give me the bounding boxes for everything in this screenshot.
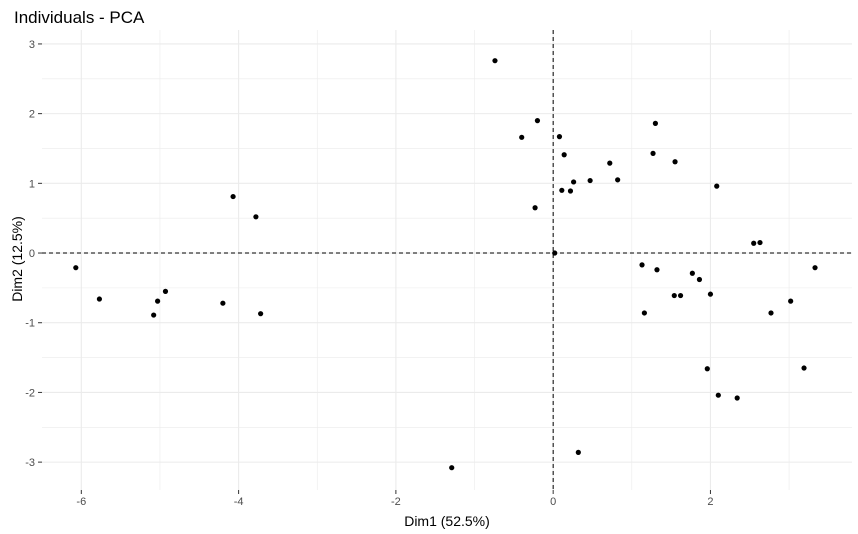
data-point	[734, 395, 740, 401]
x-tick-label: 0	[550, 496, 556, 508]
data-point	[788, 298, 794, 304]
data-point	[587, 177, 593, 184]
data-point	[561, 152, 567, 158]
data-point	[571, 179, 577, 185]
data-point	[556, 134, 563, 140]
data-point	[575, 449, 581, 455]
data-point	[449, 465, 455, 471]
data-point	[73, 265, 79, 271]
x-tick-label: 2	[707, 496, 713, 508]
grid-lines	[42, 30, 852, 490]
data-point	[258, 311, 264, 317]
y-tick-label: -1	[25, 318, 35, 330]
data-point	[757, 239, 763, 246]
data-point	[519, 134, 525, 140]
data-point	[715, 392, 721, 398]
data-point	[812, 265, 818, 271]
data-point	[552, 250, 558, 256]
data-point	[677, 292, 684, 299]
data-point	[230, 193, 236, 200]
data-point	[641, 310, 647, 316]
data-point	[751, 240, 757, 246]
data-points	[73, 58, 818, 471]
data-point	[96, 296, 103, 302]
y-tick-label: 2	[29, 109, 35, 121]
data-point	[492, 58, 498, 64]
y-tick-label: -2	[25, 387, 35, 399]
data-point	[704, 366, 710, 372]
y-tick-label: -3	[25, 457, 35, 469]
data-point	[671, 292, 677, 299]
data-point	[559, 187, 565, 193]
data-point	[615, 177, 621, 183]
x-tick-label: -4	[234, 496, 244, 508]
y-tick-label: 3	[29, 39, 35, 51]
data-point	[689, 270, 695, 276]
data-point	[151, 312, 157, 318]
data-point	[639, 262, 645, 268]
data-point	[768, 310, 774, 316]
x-axis-title: Dim1 (52.5%)	[404, 513, 490, 529]
data-point	[707, 291, 714, 297]
data-point	[567, 188, 574, 194]
data-point	[652, 120, 658, 126]
data-point	[534, 118, 541, 124]
x-tick-label: -2	[391, 496, 401, 508]
data-point	[650, 150, 656, 156]
data-point	[696, 276, 703, 283]
data-point	[607, 160, 613, 166]
y-tick-label: 1	[29, 178, 35, 190]
y-axis-title: Dim2 (12.5%)	[9, 216, 25, 302]
data-point	[654, 267, 660, 273]
axis-ticks: -6 -4 -2 0 2 3 2 1 0 -1 -2 -3	[25, 39, 713, 508]
data-point	[714, 183, 720, 189]
x-tick-label: -6	[76, 496, 86, 508]
data-point	[253, 214, 259, 220]
data-point	[532, 205, 538, 211]
data-point	[220, 300, 226, 306]
y-tick-label: 0	[29, 248, 35, 260]
data-point	[162, 288, 169, 294]
reference-lines	[42, 30, 852, 490]
data-point	[155, 298, 161, 304]
data-point	[672, 159, 678, 165]
data-point	[801, 365, 807, 371]
chart-title: Individuals - PCA	[14, 8, 145, 27]
